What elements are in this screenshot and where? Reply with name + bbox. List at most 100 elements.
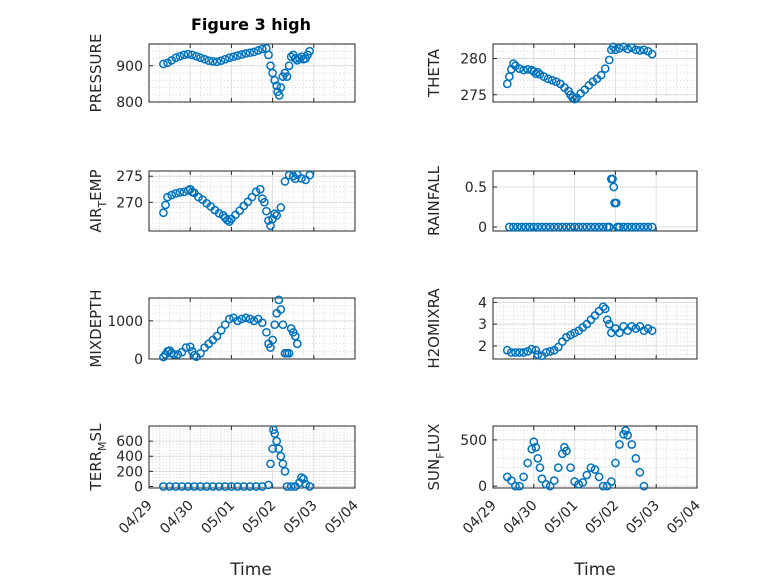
data-point (623, 430, 632, 440)
data-point (519, 65, 528, 75)
data-point (635, 467, 645, 477)
data-point (611, 198, 621, 208)
y-tick-label: 0 (134, 352, 143, 368)
data-point (504, 222, 514, 232)
data-point (606, 477, 616, 486)
y-tick-label: 0 (134, 479, 143, 495)
data-point (529, 222, 539, 232)
data-point (541, 348, 551, 357)
data-point (251, 482, 261, 491)
data-point (543, 74, 553, 84)
data-point (266, 343, 275, 352)
data-point (611, 45, 620, 55)
data-point (570, 94, 579, 104)
data-point (165, 482, 174, 491)
data-point (268, 444, 277, 454)
data-point (511, 348, 520, 357)
data-point (558, 222, 567, 232)
data-point (631, 454, 641, 463)
data-point (196, 482, 205, 491)
data-point (639, 481, 649, 491)
data-point (623, 222, 632, 232)
data-point (280, 177, 290, 186)
y-tick-label: 3 (478, 317, 487, 333)
data-point (590, 465, 600, 474)
data-point (537, 222, 547, 232)
data-point (529, 437, 539, 447)
data-point (562, 222, 571, 232)
y-tick-label: 1000 (107, 314, 143, 330)
data-point (598, 481, 608, 491)
data-point (541, 222, 551, 232)
data-point (253, 46, 263, 55)
data-point (237, 314, 247, 324)
y-tick-label: 2 (478, 339, 487, 355)
data-point (274, 295, 284, 305)
data-point (163, 192, 172, 202)
data-point (264, 216, 273, 225)
data-point (245, 48, 255, 58)
data-point (159, 208, 168, 218)
data-point (212, 331, 222, 341)
data-point (570, 222, 579, 232)
data-point (175, 51, 185, 61)
data-point (598, 222, 608, 232)
data-point (292, 339, 302, 349)
data-point (586, 222, 596, 232)
data-point (189, 482, 199, 491)
data-point (249, 316, 259, 326)
data-point (284, 170, 294, 180)
data-point (290, 331, 300, 341)
data-point (549, 476, 559, 485)
y-tick-label: 275 (460, 88, 487, 104)
data-point (278, 320, 288, 330)
y-tick-label: 0.5 (465, 180, 487, 196)
data-point (525, 222, 535, 232)
data-point (171, 482, 181, 491)
data-point (278, 459, 288, 469)
data-point (513, 222, 522, 232)
data-point (284, 348, 294, 358)
data-point (594, 222, 604, 232)
subplot-1: 800 900 PRESSURE (87, 34, 356, 112)
data-point (631, 45, 641, 55)
data-point (297, 473, 306, 482)
data-point (615, 440, 624, 449)
data-point (609, 182, 619, 192)
data-point (200, 54, 209, 64)
data-point (549, 222, 559, 232)
data-point (245, 482, 255, 491)
data-point (574, 479, 584, 489)
x-tick-label: 05/03 (623, 498, 663, 538)
x-tick-label: 04/29 (460, 498, 500, 538)
data-point (202, 482, 212, 491)
y-axis-label: THETA (425, 48, 443, 98)
data-point (183, 49, 193, 59)
data-point (177, 482, 187, 491)
data-point (608, 174, 617, 184)
data-point (249, 47, 259, 57)
data-point (509, 222, 518, 232)
data-point (507, 348, 516, 357)
data-point (266, 459, 275, 469)
data-point (519, 472, 528, 482)
data-point (527, 344, 537, 354)
data-point (578, 222, 588, 232)
data-point (545, 347, 555, 356)
data-point (515, 64, 524, 74)
data-point (299, 474, 308, 484)
axes-frame (148, 425, 356, 489)
data-point (295, 54, 304, 63)
data-point (647, 49, 657, 59)
data-point (272, 210, 282, 220)
x-tick-label: 05/04 (664, 497, 704, 537)
data-point (282, 72, 292, 81)
x-axis-label-left: Time (229, 560, 272, 580)
x-axis-label-right: Time (573, 560, 616, 580)
data-point (547, 75, 557, 85)
y-axis-label: RAINFALL (425, 165, 443, 236)
data-point (639, 45, 649, 55)
data-point (600, 64, 610, 74)
data-point (245, 314, 255, 324)
